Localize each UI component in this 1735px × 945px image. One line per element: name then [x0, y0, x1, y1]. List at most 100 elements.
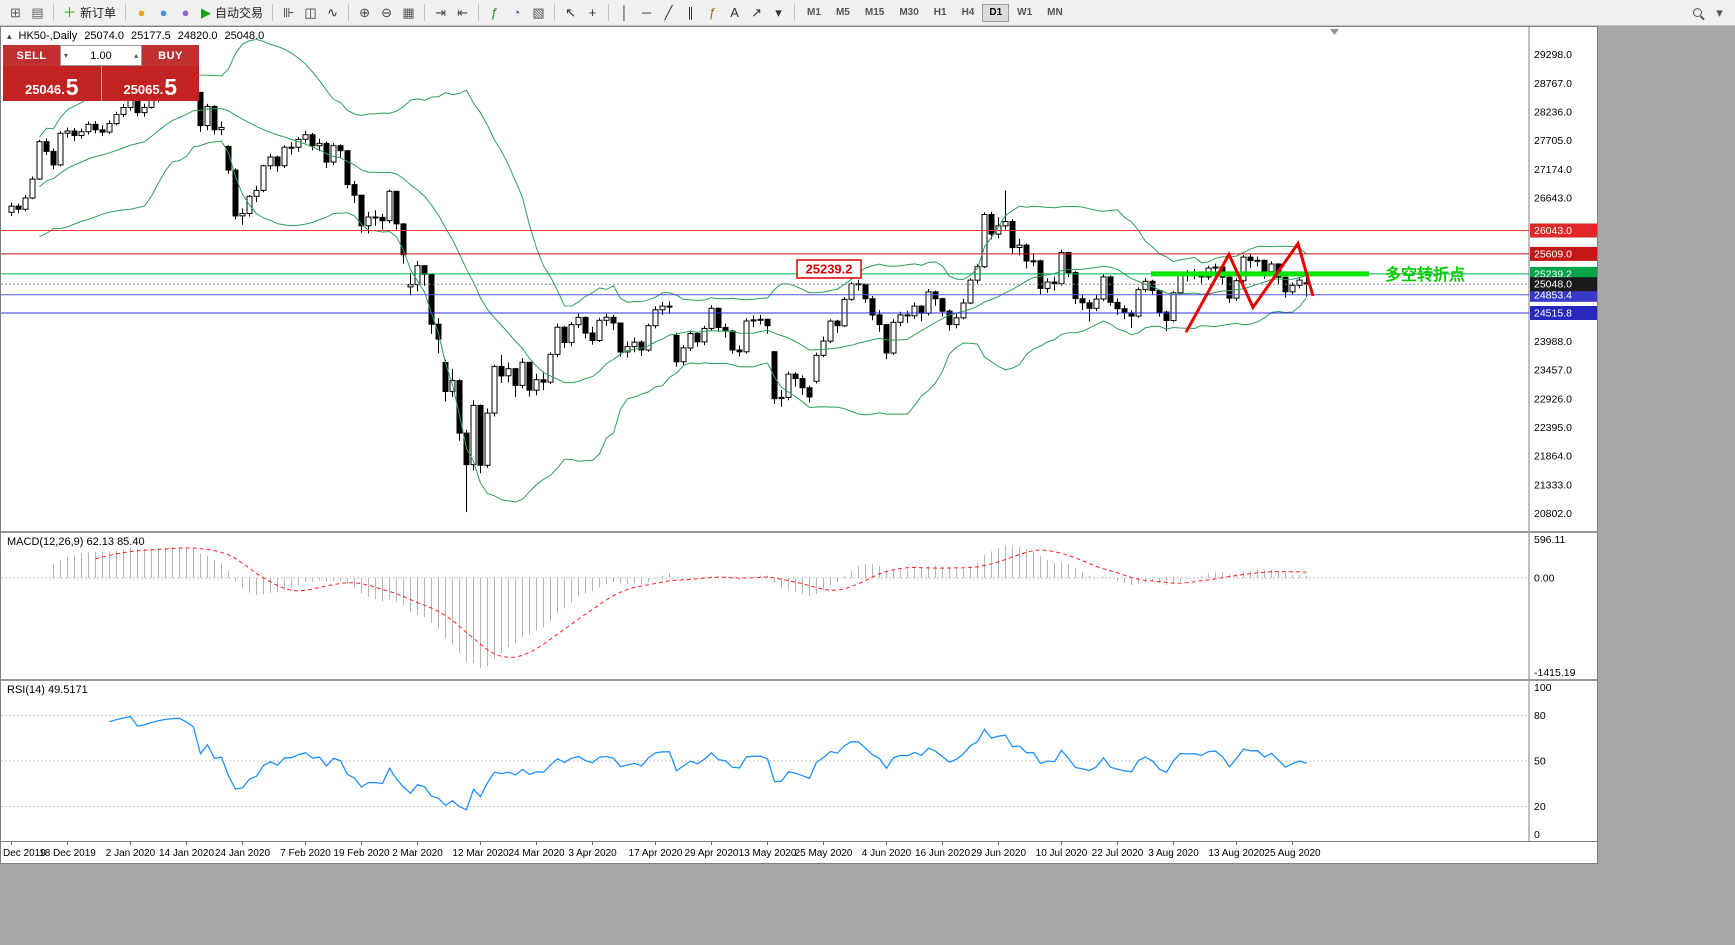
volume-decrease-button[interactable]: ▾ [63, 51, 68, 60]
arrows-button-icon: ↗ [751, 5, 762, 20]
svg-text:24853.4: 24853.4 [1534, 289, 1572, 301]
buy-button[interactable]: BUY [142, 45, 199, 66]
channel-button[interactable]: ∥ [680, 3, 701, 23]
date-tick-label: 29 Apr 2020 [685, 848, 739, 859]
timeframe-m30-button[interactable]: M30 [899, 7, 919, 18]
chart-shift-button[interactable]: ⇤ [452, 3, 473, 23]
date-tick-label: 2 Mar 2020 [392, 848, 443, 859]
volume-input[interactable] [70, 49, 132, 62]
symbol-collapse-icon[interactable]: ▴ [7, 30, 12, 41]
date-tick-label: 4 Jun 2020 [862, 848, 912, 859]
periods-button[interactable]: ◔ [506, 3, 527, 23]
horizontal-line-button[interactable]: ─ [636, 3, 657, 23]
line-chart-button[interactable]: ∿ [322, 3, 343, 23]
candles-series [8, 72, 1310, 513]
new-chart-button[interactable]: ⊞ [5, 3, 26, 23]
rsi-indicator-label: RSI(14) 49.5171 [7, 684, 88, 696]
tile-windows-button[interactable]: ▦ [398, 3, 419, 23]
crosshair-button[interactable]: + [582, 3, 603, 23]
cursor-button[interactable]: ↖ [560, 3, 581, 23]
macd-values: 62.13 85.40 [86, 536, 145, 548]
text-button[interactable]: A [724, 3, 745, 23]
sell-button[interactable]: SELL [3, 45, 60, 66]
trendline-button[interactable]: ╱ [658, 3, 679, 23]
timeframe-w1-button[interactable]: W1 [1017, 7, 1033, 18]
candlestick-chart-button[interactable]: ◫ [300, 3, 321, 23]
date-tick-label: 24 Jan 2020 [215, 848, 270, 859]
candlestick-chart-button-icon: ◫ [304, 5, 317, 20]
toolbar-separator [424, 4, 426, 21]
bar-chart-button[interactable]: ⊪ [278, 3, 299, 23]
fibonacci-button[interactable]: ƒ [702, 3, 723, 23]
zoom-in-button-icon: ⊕ [359, 5, 370, 20]
toolbar-separator [348, 4, 350, 21]
hline-24515.8[interactable]: 24515.8 [1, 306, 1597, 320]
zigzag-drawing[interactable] [1184, 240, 1315, 333]
rsi-line [109, 715, 1307, 811]
timeframe-mn-button[interactable]: MN [1047, 7, 1063, 18]
hline-24853.4[interactable]: 24853.4 [1, 287, 1597, 302]
timeframe-h4-button[interactable]: H4 [961, 7, 975, 18]
zoom-out-button[interactable]: ⊖ [376, 3, 397, 23]
toolbar-separator [53, 4, 54, 21]
new-order-button[interactable]: ＋新订单 [59, 3, 120, 23]
fibonacci-button-icon: ƒ [708, 5, 717, 20]
vertical-line-button[interactable]: │ [614, 3, 635, 23]
templates-button-icon: ▧ [532, 5, 545, 20]
macd-signal-line [95, 547, 1307, 658]
svg-text:22926.0: 22926.0 [1534, 393, 1572, 405]
hline-26043.0[interactable]: 26043.0 [1, 223, 1597, 238]
arrows-button[interactable]: ↗ [746, 3, 767, 23]
community-icon[interactable]: ● [153, 3, 174, 23]
pivot-text-annotation[interactable]: 多空转折点 [1385, 265, 1465, 284]
crosshair-button-icon: + [588, 5, 597, 20]
svg-text:27705.0: 27705.0 [1534, 135, 1572, 147]
indicators-button[interactable]: ƒ [484, 3, 505, 23]
macd-histogram [53, 545, 1307, 669]
auto-scroll-button[interactable]: ⇥ [430, 3, 451, 23]
svg-text:-1415.19: -1415.19 [1534, 667, 1576, 679]
pane-separator[interactable] [1, 531, 1597, 533]
horizontal-line-button-icon: ─ [641, 5, 652, 20]
timeframe-h1-button[interactable]: H1 [933, 7, 947, 18]
svg-text:28236.0: 28236.0 [1534, 107, 1572, 119]
chart-shift-marker[interactable] [1330, 29, 1339, 35]
autotrading-button[interactable]: ▶ 自动交易 [197, 3, 267, 23]
svg-text:21864.0: 21864.0 [1534, 451, 1572, 463]
hline-25609.0[interactable]: 25609.0 [1, 246, 1597, 261]
current-price-line: 25048.0 [1, 277, 1597, 292]
market-icon[interactable]: ● [175, 3, 196, 23]
one-click-trading-panel: SELL ▾ ▴ BUY 25046.5 25065.5 [3, 45, 199, 101]
templates-button[interactable]: ▧ [528, 3, 549, 23]
price-label-box[interactable]: 25239.2 [796, 259, 862, 279]
svg-text:596.11: 596.11 [1534, 534, 1565, 546]
pane-separator[interactable] [1, 679, 1597, 681]
sell-price-button[interactable]: 25046. 5 [3, 66, 102, 101]
new-order-button-icon: ＋ [63, 5, 77, 20]
search-button[interactable] [1687, 3, 1708, 23]
svg-text:29298.0: 29298.0 [1534, 49, 1572, 61]
toolbar-options-button[interactable]: ▾ [1709, 3, 1730, 23]
zoom-out-button-icon: ⊖ [381, 5, 392, 20]
timeframe-m1-button[interactable]: M1 [807, 7, 821, 18]
mql5-icon[interactable]: ● [131, 3, 152, 23]
profiles-button[interactable]: ▤ [27, 3, 48, 23]
date-tick-label: 3 Aug 2020 [1148, 848, 1199, 859]
ohlc-low: 24820.0 [177, 30, 218, 42]
profiles-button-icon: ▤ [31, 5, 44, 20]
zoom-in-button[interactable]: ⊕ [354, 3, 375, 23]
trendline-button-icon: ╱ [664, 5, 673, 20]
shapes-dropdown-button[interactable]: ▾ [768, 3, 789, 23]
toolbar-separator [125, 4, 127, 21]
autotrading-button-label: 自动交易 [215, 6, 264, 20]
timeframe-m5-button[interactable]: M5 [835, 7, 850, 18]
sell-price-main: 25046. [24, 82, 65, 97]
svg-text:20802.0: 20802.0 [1534, 508, 1572, 520]
timeframe-m15-button[interactable]: M15 [864, 7, 885, 18]
periods-button-icon: ◔ [512, 5, 521, 20]
new-order-button-label: 新订单 [80, 6, 117, 20]
timeframe-d1-button[interactable]: D1 [982, 3, 1010, 22]
buy-price-button[interactable]: 25065. 5 [102, 66, 200, 101]
volume-increase-button[interactable]: ▴ [134, 51, 139, 60]
svg-text:23988.0: 23988.0 [1534, 336, 1572, 348]
